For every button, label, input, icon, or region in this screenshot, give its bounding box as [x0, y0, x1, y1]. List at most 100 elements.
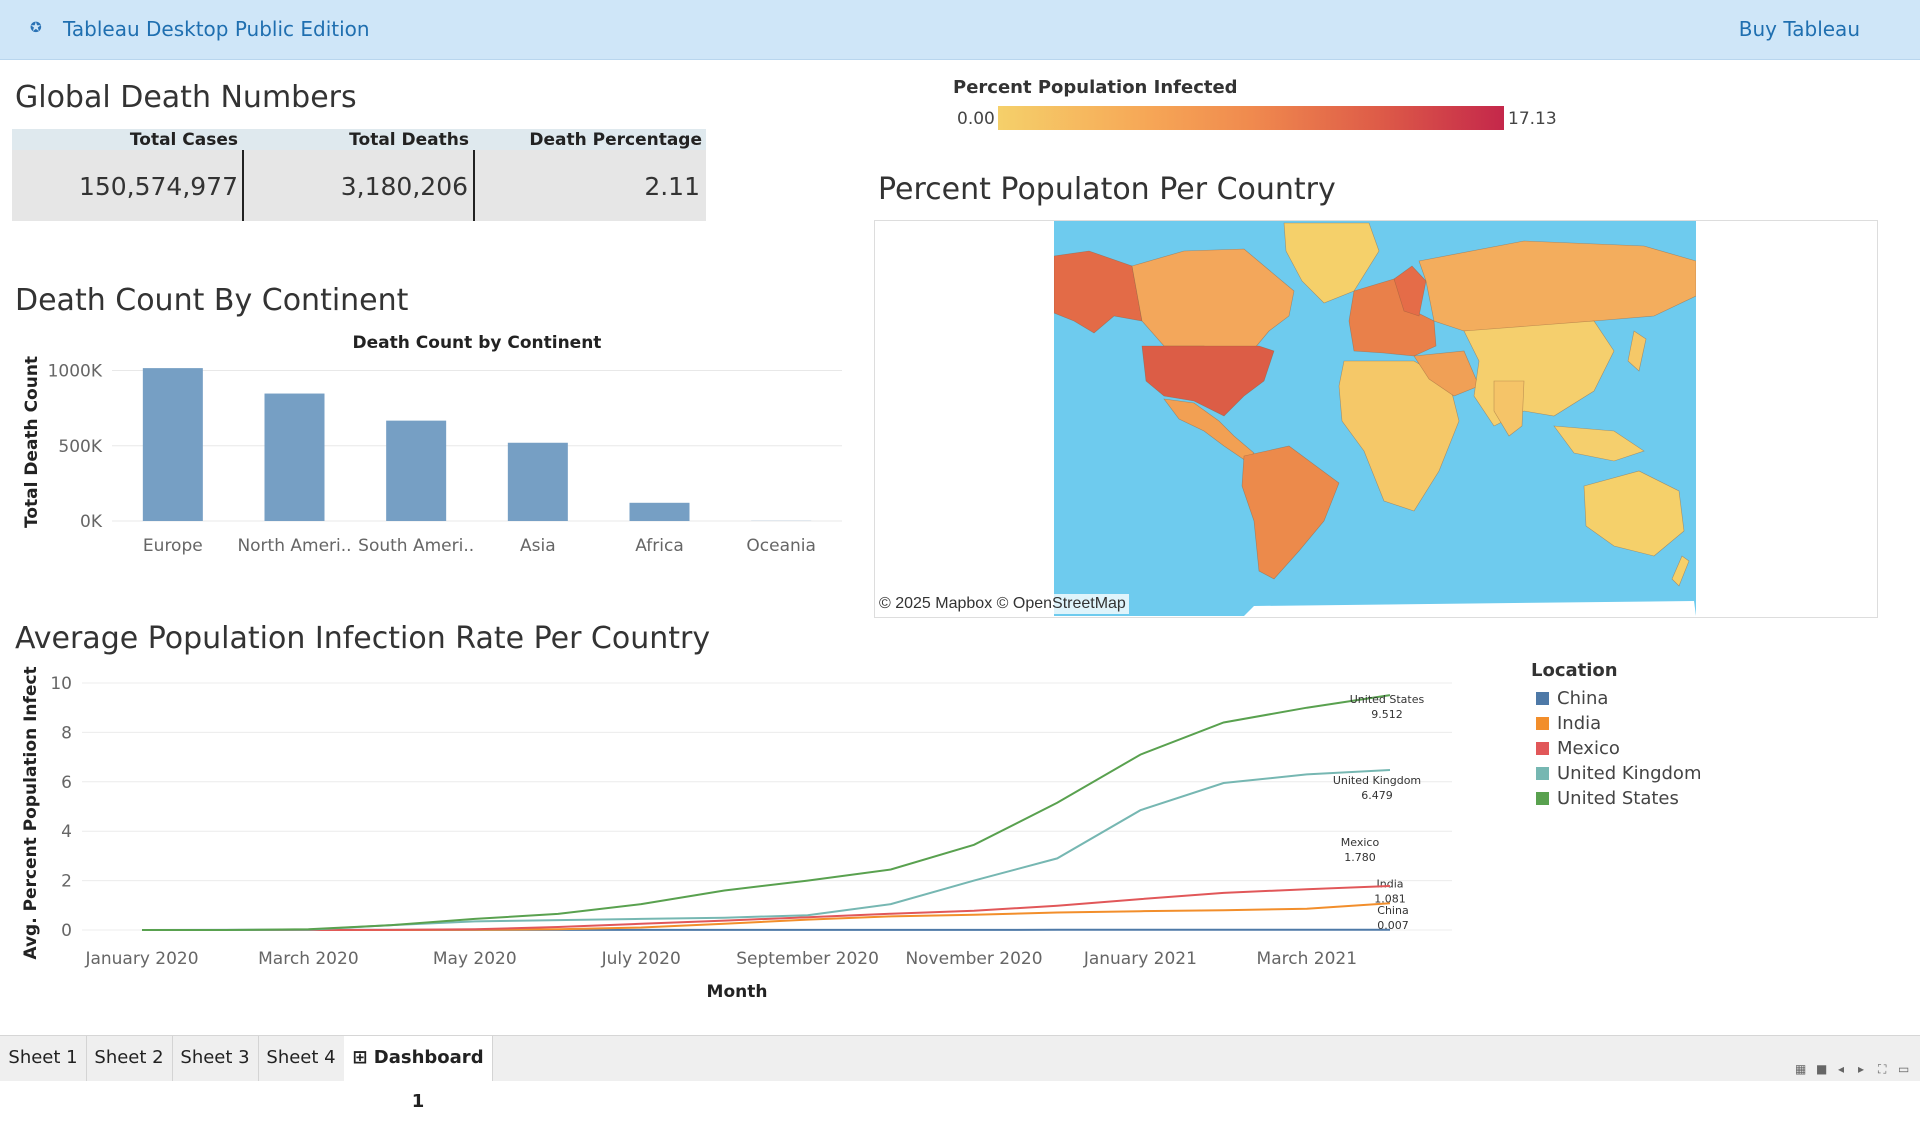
- bar-2: [386, 421, 446, 521]
- south-america-shape: [1242, 446, 1339, 579]
- canada-shape: [1132, 249, 1294, 361]
- line-chart-x-axis-label: Month: [707, 982, 768, 1002]
- line-chart-x-tick-label: November 2020: [905, 949, 1042, 969]
- legend-label: United States: [1557, 788, 1679, 809]
- tab-dashboard-1[interactable]: ⊞ Dashboard 1: [344, 1036, 493, 1081]
- kpi-header-death-percentage: Death Percentage: [474, 130, 702, 150]
- legend-item[interactable]: United Kingdom: [1536, 763, 1701, 785]
- line-end-label-name: United Kingdom: [1333, 774, 1421, 787]
- bar-chart-title: Death Count by Continent: [353, 333, 602, 353]
- scroll-left-icon[interactable]: ◂: [1838, 1062, 1844, 1076]
- buy-tableau-link[interactable]: Buy Tableau: [1739, 17, 1860, 41]
- bar-chart-x-tick-label: Oceania: [746, 536, 816, 556]
- line-end-label-name: India: [1377, 877, 1404, 890]
- japan-shape: [1628, 331, 1646, 371]
- legend-swatch: [1536, 792, 1549, 805]
- line-chart-x-tick-label: May 2020: [433, 949, 517, 969]
- app-title: Tableau Desktop Public Edition: [63, 17, 370, 41]
- line-end-label-value: 1.780: [1344, 851, 1376, 864]
- tab-sheet-3[interactable]: Sheet 3: [172, 1036, 259, 1081]
- bar-0: [143, 368, 203, 521]
- bar-chart-y-tick-label: 1000K: [48, 362, 103, 382]
- new-zealand-shape: [1672, 556, 1689, 586]
- india-shape: [1494, 381, 1524, 436]
- line-chart-x-tick-label: January 2020: [84, 949, 198, 969]
- antarctica-shape: [1244, 601, 1696, 616]
- russia-shape: [1419, 241, 1696, 331]
- line-chart-y-tick-label: 2: [61, 872, 72, 892]
- line-end-label-name: China: [1377, 904, 1408, 917]
- dashboard-grid-icon: ⊞: [352, 1047, 367, 1068]
- kpi-value-death-percentage[interactable]: 2.11: [12, 172, 700, 201]
- legend-swatch: [1536, 767, 1549, 780]
- tableau-logo-icon: ✪: [30, 20, 48, 38]
- line-chart-y-tick-label: 10: [50, 674, 72, 694]
- tab-sheet-1[interactable]: Sheet 1: [0, 1036, 87, 1081]
- grid-view-icon[interactable]: ▦: [1795, 1062, 1806, 1076]
- death-count-bar-chart: Death Count by Continent Total Death Coun…: [12, 328, 852, 563]
- infection-scale-max: 17.13: [1508, 109, 1557, 129]
- kpi-title: Global Death Numbers: [15, 80, 357, 115]
- infection-rate-line-chart: Avg. Percent Population Infect..0246810J…: [12, 665, 1472, 1010]
- legend-swatch: [1536, 742, 1549, 755]
- legend-item[interactable]: Mexico: [1536, 738, 1620, 760]
- map-credit[interactable]: © 2025 Mapbox © OpenStreetMap: [876, 594, 1129, 614]
- bar-chart-y-axis-label: Total Death Count: [22, 356, 42, 528]
- continent-section-title: Death Count By Continent: [15, 283, 408, 318]
- bar-chart-x-tick-label: Asia: [520, 536, 556, 556]
- line-end-label-name: United States: [1350, 693, 1425, 706]
- legend-item[interactable]: United States: [1536, 788, 1679, 810]
- presentation-icon[interactable]: ▭: [1898, 1062, 1909, 1076]
- tab-sheet-2[interactable]: Sheet 2: [86, 1036, 173, 1081]
- line-chart-y-tick-label: 8: [61, 723, 72, 743]
- infection-scale-min: 0.00: [957, 109, 995, 129]
- infection-section-title: Average Population Infection Rate Per Co…: [15, 621, 710, 656]
- bar-4: [630, 503, 690, 521]
- line-chart-x-tick-label: January 2021: [1083, 949, 1197, 969]
- bar-chart-y-tick-label: 0K: [80, 512, 103, 532]
- legend-item[interactable]: India: [1536, 713, 1601, 735]
- kpi-table: Total Cases Total Deaths Death Percentag…: [12, 129, 706, 221]
- legend-swatch: [1536, 692, 1549, 705]
- line-series-mexico: [142, 886, 1390, 930]
- fullscreen-icon[interactable]: ⛶: [1878, 1062, 1886, 1077]
- bar-3: [508, 443, 568, 521]
- line-chart-y-tick-label: 0: [61, 921, 72, 941]
- line-chart-y-tick-label: 6: [61, 773, 72, 793]
- line-chart-x-tick-label: March 2021: [1257, 949, 1358, 969]
- line-chart-y-axis-label: Avg. Percent Population Infect..: [21, 665, 41, 960]
- map-title: Percent Populaton Per Country: [878, 172, 1336, 207]
- scroll-right-icon[interactable]: ▸: [1858, 1062, 1864, 1076]
- legend-label: China: [1557, 688, 1608, 709]
- kpi-header-total-cases: Total Cases: [12, 130, 238, 150]
- line-chart-x-tick-label: July 2020: [601, 949, 681, 969]
- australia-shape: [1584, 471, 1684, 556]
- line-chart-x-tick-label: September 2020: [736, 949, 879, 969]
- tab-sheet-4[interactable]: Sheet 4: [258, 1036, 345, 1081]
- line-chart-x-tick-label: March 2020: [258, 949, 359, 969]
- legend-label: India: [1557, 713, 1601, 734]
- bar-chart-x-tick-label: Europe: [143, 536, 203, 556]
- filmstrip-view-icon[interactable]: ■: [1816, 1062, 1827, 1076]
- bar-chart-y-tick-label: 500K: [58, 437, 102, 457]
- infection-color-scale[interactable]: [998, 106, 1504, 130]
- bar-chart-x-tick-label: North Ameri..: [237, 536, 351, 556]
- legend-label: United Kingdom: [1557, 763, 1701, 784]
- infection-scale-title: Percent Population Infected: [953, 77, 1238, 98]
- bar-chart-x-tick-label: Africa: [635, 536, 684, 556]
- asia-shape: [1464, 321, 1614, 426]
- world-choropleth-map[interactable]: [1054, 221, 1696, 616]
- kpi-header-total-deaths: Total Deaths: [243, 130, 469, 150]
- usa-shape: [1142, 346, 1274, 416]
- line-end-label-value: 1.081: [1374, 892, 1406, 905]
- line-end-label-value: 0.007: [1377, 919, 1409, 932]
- legend-item[interactable]: China: [1536, 688, 1608, 710]
- se-asia-shape: [1554, 426, 1644, 461]
- line-series-united-kingdom: [142, 770, 1390, 930]
- line-end-label-value: 6.479: [1361, 789, 1393, 802]
- top-bar: ✪ Tableau Desktop Public Edition Buy Tab…: [0, 0, 1920, 60]
- bar-1: [265, 394, 325, 521]
- line-end-label-name: Mexico: [1341, 836, 1380, 849]
- legend-swatch: [1536, 717, 1549, 730]
- alaska-shape: [1054, 251, 1142, 333]
